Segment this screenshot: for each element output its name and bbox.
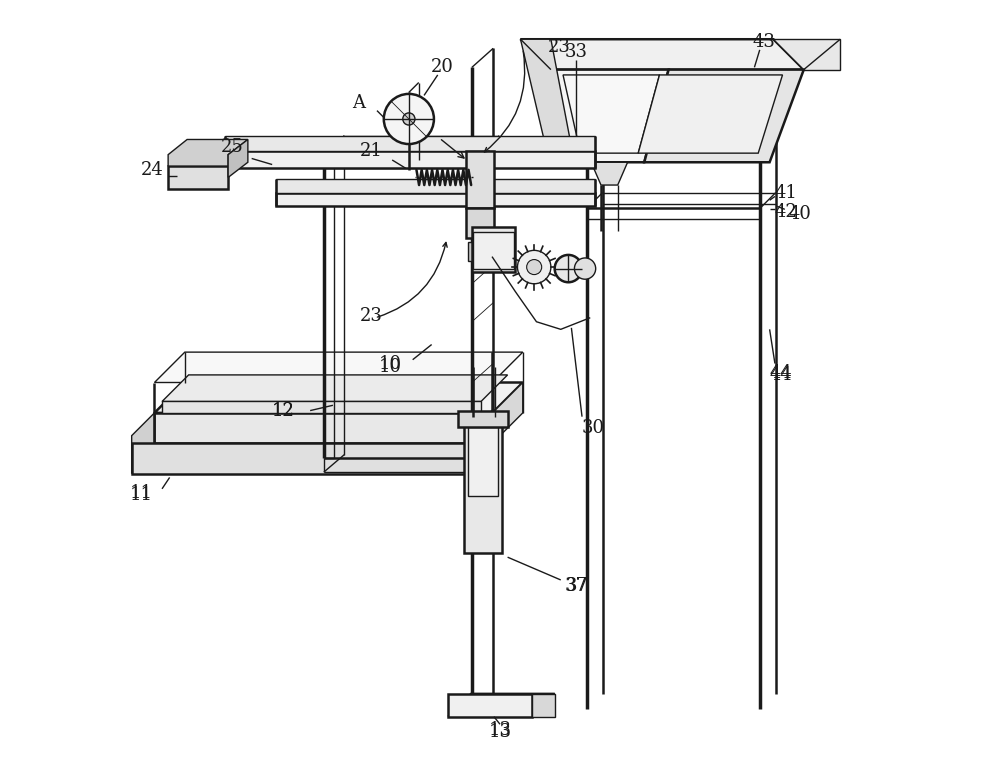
Polygon shape: [521, 39, 574, 162]
Circle shape: [527, 259, 542, 275]
Polygon shape: [132, 443, 492, 474]
Polygon shape: [773, 39, 840, 70]
Text: 12: 12: [272, 402, 295, 420]
Polygon shape: [154, 382, 523, 413]
Text: 13: 13: [488, 721, 512, 739]
Text: 13: 13: [488, 723, 512, 741]
Polygon shape: [276, 193, 595, 207]
Text: 11: 11: [130, 486, 153, 504]
FancyArrowPatch shape: [377, 243, 447, 317]
Circle shape: [384, 94, 434, 144]
Polygon shape: [225, 135, 595, 151]
Polygon shape: [472, 226, 515, 272]
Text: 10: 10: [378, 358, 401, 376]
Polygon shape: [168, 139, 248, 166]
Polygon shape: [228, 139, 248, 177]
Polygon shape: [638, 75, 783, 153]
Polygon shape: [448, 694, 555, 717]
Polygon shape: [591, 162, 628, 185]
Text: 43: 43: [753, 33, 776, 51]
Text: 41: 41: [775, 184, 798, 202]
Text: A: A: [352, 94, 365, 112]
Text: 30: 30: [581, 419, 604, 437]
Polygon shape: [551, 70, 669, 162]
Polygon shape: [468, 242, 492, 261]
Polygon shape: [162, 402, 481, 413]
Circle shape: [403, 113, 415, 125]
Polygon shape: [464, 417, 502, 553]
Polygon shape: [532, 694, 555, 717]
Polygon shape: [468, 427, 498, 496]
Text: 23: 23: [359, 307, 382, 324]
Text: 24: 24: [141, 161, 164, 179]
Polygon shape: [154, 413, 492, 443]
Text: 23: 23: [548, 37, 571, 56]
Circle shape: [517, 250, 551, 284]
Text: 11: 11: [130, 483, 153, 502]
Text: 10: 10: [378, 354, 401, 373]
Text: 40: 40: [789, 205, 811, 223]
Text: 37: 37: [565, 577, 587, 595]
Polygon shape: [466, 151, 494, 208]
Polygon shape: [448, 694, 532, 717]
Polygon shape: [466, 208, 494, 238]
Polygon shape: [276, 179, 595, 193]
Text: 12: 12: [272, 402, 295, 420]
Text: 20: 20: [431, 58, 454, 76]
Polygon shape: [563, 75, 659, 153]
Text: 37: 37: [566, 577, 589, 595]
Text: 44: 44: [770, 366, 792, 384]
Polygon shape: [458, 412, 508, 427]
Text: 25: 25: [221, 138, 243, 156]
Polygon shape: [521, 39, 804, 70]
Polygon shape: [492, 382, 523, 443]
Text: 33: 33: [564, 43, 587, 61]
FancyArrowPatch shape: [484, 51, 525, 152]
Text: 42: 42: [775, 203, 798, 220]
Circle shape: [574, 258, 596, 279]
Polygon shape: [644, 70, 804, 162]
Polygon shape: [225, 151, 595, 168]
Polygon shape: [132, 413, 154, 474]
Polygon shape: [162, 375, 508, 402]
Circle shape: [555, 255, 582, 282]
Polygon shape: [154, 352, 523, 382]
Polygon shape: [473, 232, 514, 269]
Polygon shape: [168, 166, 228, 189]
Text: 21: 21: [359, 142, 382, 160]
Text: 44: 44: [770, 364, 792, 382]
